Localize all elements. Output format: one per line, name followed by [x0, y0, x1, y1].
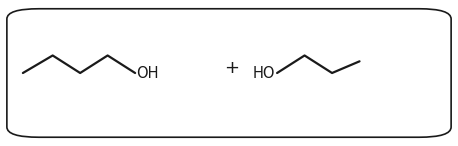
- Text: HO: HO: [252, 66, 275, 80]
- Text: +: +: [224, 59, 239, 77]
- Text: OH: OH: [136, 66, 159, 80]
